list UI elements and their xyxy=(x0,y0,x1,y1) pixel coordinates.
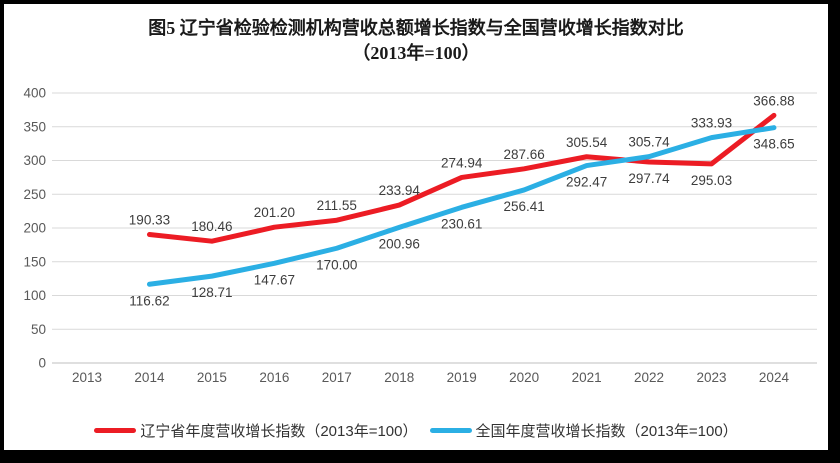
data-label: 190.33 xyxy=(129,213,170,228)
x-tick-label: 2017 xyxy=(322,370,352,385)
data-label: 170.00 xyxy=(316,257,357,272)
y-tick-label: 300 xyxy=(23,153,46,168)
line-chart-plot: 0 50 100 150 200 250 300 350 400 2013 2014 2015 2016… xyxy=(23,86,817,385)
data-label: 201.20 xyxy=(254,205,295,220)
legend-item-liaoning: 辽宁省年度营收增长指数（2013年=100） xyxy=(94,420,418,441)
y-tick-label: 0 xyxy=(38,356,46,371)
x-tick-label: 2015 xyxy=(197,370,227,385)
data-label: 297.74 xyxy=(628,171,670,186)
data-label: 366.88 xyxy=(753,93,794,108)
series-line-1 xyxy=(146,125,777,287)
x-tick-label: 2014 xyxy=(134,370,165,385)
x-tick-label: 2016 xyxy=(259,370,289,385)
chart-title: 图5 辽宁省检验检测机构营收总额增长指数与全国营收增长指数对比 xyxy=(148,18,684,38)
y-tick-label: 50 xyxy=(31,322,46,337)
data-label: 292.47 xyxy=(566,175,607,190)
x-tick-label: 2019 xyxy=(447,370,477,385)
chart-legend: 辽宁省年度营收增长指数（2013年=100） 全国年度营收增长指数（2013年=… xyxy=(4,420,828,441)
data-label: 256.41 xyxy=(504,199,545,214)
x-tick-label: 2022 xyxy=(634,370,664,385)
y-tick-label: 400 xyxy=(23,86,46,101)
x-tick-label: 2021 xyxy=(572,370,602,385)
legend-label-liaoning: 辽宁省年度营收增长指数（2013年=100） xyxy=(140,423,418,440)
data-label: 333.93 xyxy=(691,116,732,131)
x-tick-label: 2018 xyxy=(384,370,414,385)
legend-label-national: 全国年度营收增长指数（2013年=100） xyxy=(475,423,738,440)
x-tick-label: 2024 xyxy=(759,370,790,385)
y-tick-label: 150 xyxy=(23,254,46,269)
data-label: 348.65 xyxy=(753,137,794,152)
series-line-0 xyxy=(146,112,777,244)
data-label: 116.62 xyxy=(129,293,169,308)
data-label: 305.74 xyxy=(628,135,670,150)
y-tick-label: 100 xyxy=(23,288,46,303)
data-label: 180.46 xyxy=(191,219,232,234)
legend-swatch-national-icon xyxy=(429,428,472,433)
data-label: 295.03 xyxy=(691,173,732,188)
data-label: 305.54 xyxy=(566,135,608,150)
data-label: 128.71 xyxy=(191,285,232,300)
chart-title-block: 图5 辽宁省检验检测机构营收总额增长指数与全国营收增长指数对比 （2013年=1… xyxy=(4,16,828,66)
data-label: 200.96 xyxy=(379,236,420,251)
chart-subtitle: （2013年=100） xyxy=(352,43,480,63)
data-label: 274.94 xyxy=(441,155,483,170)
y-tick-label: 250 xyxy=(23,187,46,202)
y-tick-label: 350 xyxy=(23,119,46,134)
data-label: 287.66 xyxy=(504,147,545,162)
legend-swatch-liaoning-icon xyxy=(94,428,137,433)
x-tick-label: 2023 xyxy=(696,370,726,385)
data-label: 147.67 xyxy=(254,272,295,287)
y-tick-label: 200 xyxy=(23,221,46,236)
x-tick-label: 2020 xyxy=(509,370,539,385)
legend-item-national: 全国年度营收增长指数（2013年=100） xyxy=(429,420,738,441)
data-label: 211.55 xyxy=(317,198,357,213)
x-tick-label: 2013 xyxy=(72,370,102,385)
data-label: 230.61 xyxy=(441,216,482,231)
data-label: 233.94 xyxy=(379,183,421,198)
